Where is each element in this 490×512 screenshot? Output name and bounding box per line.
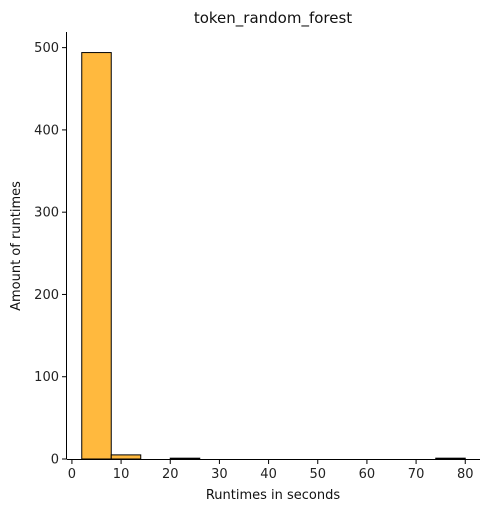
histogram-bar: [82, 53, 112, 459]
x-tick-label: 20: [162, 467, 179, 482]
x-tick-label: 60: [359, 467, 376, 482]
y-tick-label: 200: [34, 288, 59, 303]
x-axis-label: Runtimes in seconds: [206, 488, 341, 503]
x-tick-label: 10: [113, 467, 130, 482]
x-tick-label: 70: [408, 467, 425, 482]
y-tick-label: 400: [34, 123, 59, 138]
chart-title: token_random_forest: [194, 9, 352, 28]
x-tick-label: 30: [211, 467, 228, 482]
x-tick-label: 50: [309, 467, 326, 482]
x-tick-label: 80: [457, 467, 474, 482]
y-axis-label: Amount of runtimes: [9, 181, 24, 311]
y-tick-label: 500: [34, 41, 59, 56]
x-ticks-group: 0 10 20 30 40 50 60 70 80: [68, 459, 474, 482]
y-tick-label: 100: [34, 370, 59, 385]
y-tick-label: 0: [51, 453, 59, 468]
x-tick-label: 40: [260, 467, 277, 482]
histogram-bar: [111, 455, 141, 459]
y-ticks-group: 0 100 200 300 400 500: [34, 41, 67, 467]
x-tick-label: 0: [68, 467, 76, 482]
bars-group: [82, 53, 466, 460]
y-tick-label: 300: [34, 206, 59, 221]
